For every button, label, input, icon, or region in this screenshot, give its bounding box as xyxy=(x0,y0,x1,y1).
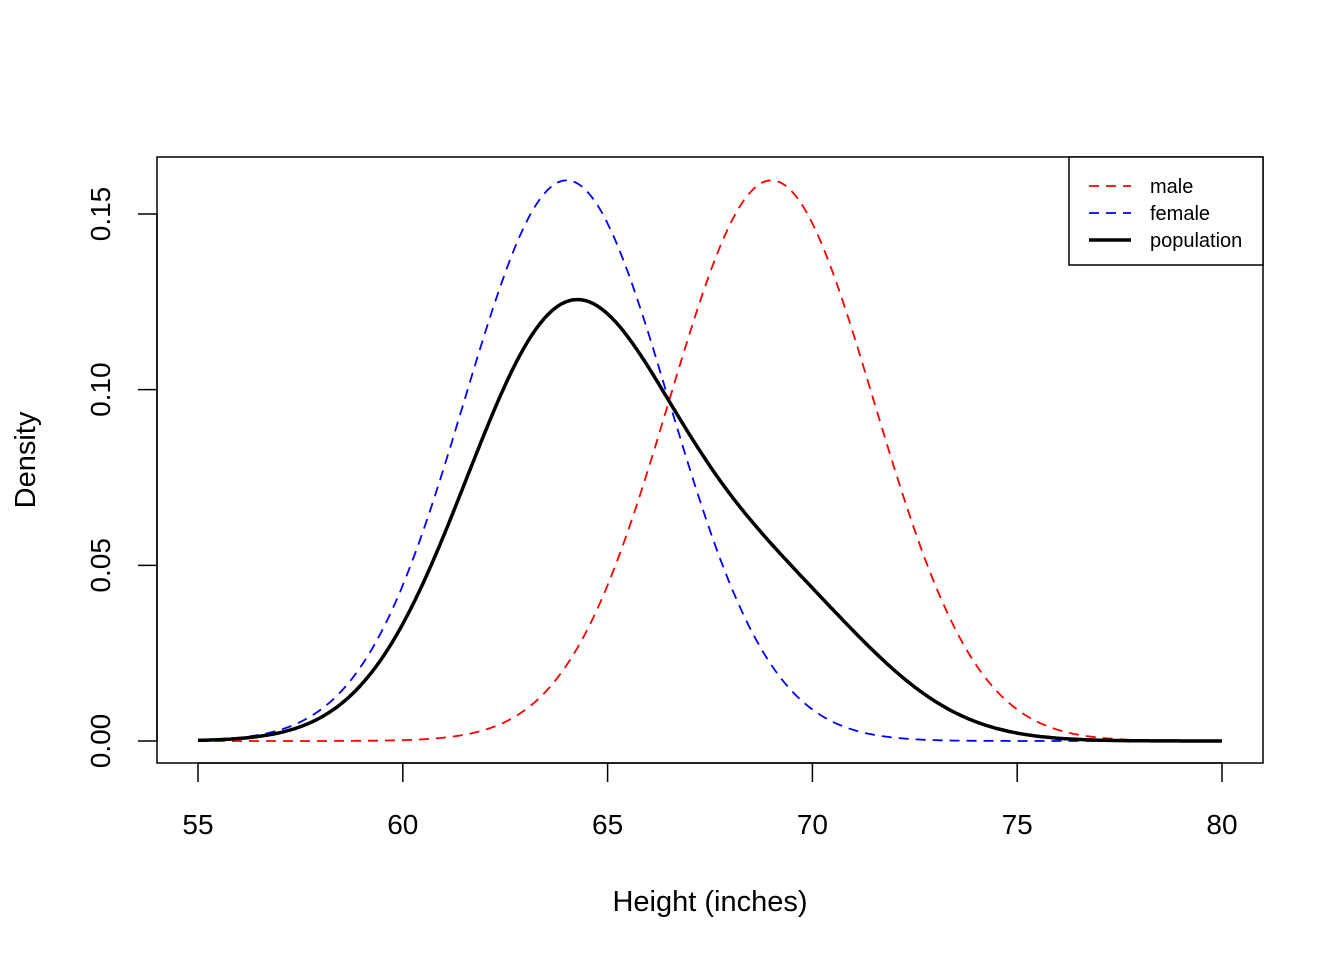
y-tick-label: 0.10 xyxy=(85,362,116,417)
legend-label-population: population xyxy=(1150,230,1242,252)
x-tick-label: 65 xyxy=(592,809,623,840)
series-line-population xyxy=(197,297,1222,743)
x-tick-label: 55 xyxy=(182,809,213,840)
legend-label-female: female xyxy=(1150,203,1210,225)
series-line-female xyxy=(198,179,1222,742)
y-tick-label: 0.00 xyxy=(85,714,116,769)
y-axis-label: Density xyxy=(10,411,42,508)
x-tick-label: 70 xyxy=(797,809,828,840)
x-tick-label: 60 xyxy=(387,809,418,840)
x-tick-label: 80 xyxy=(1206,809,1237,840)
x-axis-label: Height (inches) xyxy=(612,886,807,918)
series-line-male xyxy=(198,179,1222,742)
x-axis: 55 60 65 70 75 80 xyxy=(182,762,1238,840)
series-layer xyxy=(197,179,1222,743)
y-tick-label: 0.05 xyxy=(85,538,116,593)
x-tick-label: 75 xyxy=(1002,809,1033,840)
y-tick-label: 0.15 xyxy=(85,187,116,242)
legend: male female population xyxy=(1068,156,1264,266)
legend-box xyxy=(1068,156,1264,266)
legend-label-male: male xyxy=(1150,176,1193,198)
y-axis: 0.00 0.05 0.10 0.15 xyxy=(85,187,158,769)
